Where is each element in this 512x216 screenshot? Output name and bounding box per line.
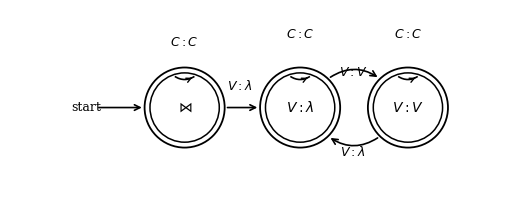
Circle shape <box>144 67 225 148</box>
Text: $\bowtie$: $\bowtie$ <box>176 100 193 114</box>
Text: $V{:}\lambda$: $V{:}\lambda$ <box>286 100 314 115</box>
Text: $C{:}C$: $C{:}C$ <box>394 28 422 41</box>
Text: $C{:}C$: $C{:}C$ <box>170 36 199 49</box>
Text: $V{:}V$: $V{:}V$ <box>339 66 368 79</box>
Text: $V{:}\lambda$: $V{:}\lambda$ <box>227 79 253 93</box>
Text: $V{:}V$: $V{:}V$ <box>392 100 424 114</box>
Circle shape <box>260 67 340 148</box>
Text: $C{:}C$: $C{:}C$ <box>286 28 314 41</box>
Text: start: start <box>72 101 101 114</box>
Text: $V{:}\lambda$: $V{:}\lambda$ <box>340 145 366 159</box>
Circle shape <box>368 67 448 148</box>
